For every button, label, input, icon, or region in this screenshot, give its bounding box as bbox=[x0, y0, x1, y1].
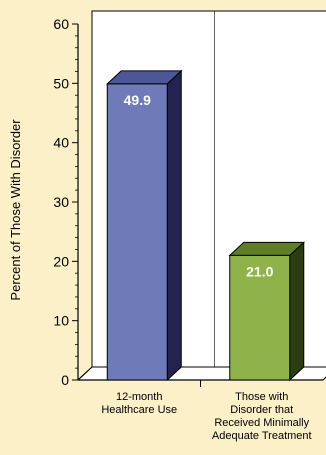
y-tick-label: 30 bbox=[53, 194, 69, 210]
bar-side bbox=[289, 241, 305, 382]
x-tick-label: Received Minimally bbox=[214, 417, 309, 429]
bar-data-label: 21.0 bbox=[246, 263, 273, 279]
axis-depth-line bbox=[77, 366, 93, 381]
bar-side bbox=[166, 69, 182, 382]
x-tick-label: Healthcare Use bbox=[101, 404, 177, 416]
y-tick-label: 50 bbox=[53, 75, 69, 91]
y-axis-label: Percent of Those With Disorder bbox=[8, 119, 23, 301]
y-tick-label: 0 bbox=[61, 372, 69, 388]
bar bbox=[106, 83, 168, 381]
bar bbox=[229, 254, 291, 381]
floor-edge bbox=[322, 376, 326, 381]
x-tick-label: Disorder that bbox=[230, 404, 293, 416]
y-tick-label: 10 bbox=[53, 313, 69, 329]
y-tick-label: 20 bbox=[53, 253, 69, 269]
x-tick-label: Adequate Treatment bbox=[212, 430, 312, 442]
x-tick-label: Those with bbox=[235, 391, 288, 403]
bar-data-label: 49.9 bbox=[124, 92, 151, 108]
y-tick-label: 60 bbox=[53, 16, 69, 32]
y-tick-label: 40 bbox=[53, 135, 69, 151]
x-tick-label: 12-month bbox=[116, 391, 162, 403]
